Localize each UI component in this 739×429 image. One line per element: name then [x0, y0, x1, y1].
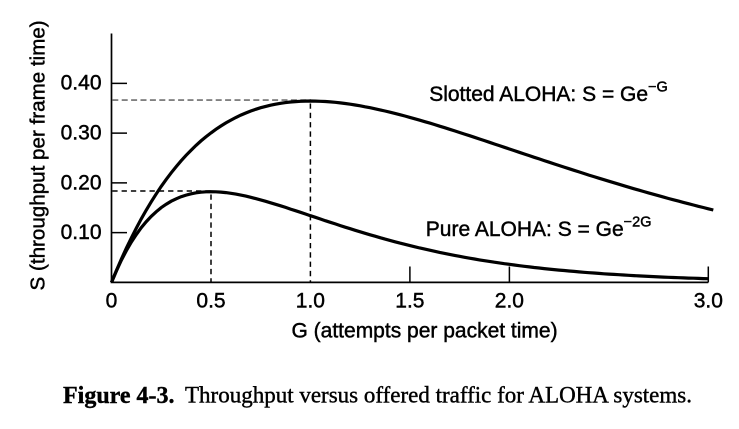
- svg-text:Throughput versus offered traf: Throughput versus offered traffic for AL…: [185, 383, 692, 408]
- svg-text:0.30: 0.30: [61, 122, 102, 145]
- svg-text:0: 0: [106, 289, 118, 312]
- svg-text:3.0: 3.0: [694, 289, 723, 312]
- svg-text:0.5: 0.5: [196, 289, 225, 312]
- svg-text:Pure ALOHA: S = Ge−2G: Pure ALOHA: S = Ge−2G: [426, 214, 652, 241]
- svg-text:0.20: 0.20: [61, 171, 102, 194]
- svg-text:0.10: 0.10: [61, 221, 102, 244]
- svg-text:0.40: 0.40: [61, 72, 102, 95]
- svg-text:G (attempts per packet time): G (attempts per packet time): [292, 319, 558, 342]
- svg-text:1.0: 1.0: [296, 289, 325, 312]
- svg-text:Slotted ALOHA: S = Ge−G: Slotted ALOHA: S = Ge−G: [429, 80, 668, 107]
- svg-text:S (throughput per frame time): S (throughput per frame time): [27, 20, 50, 290]
- svg-text:1.5: 1.5: [395, 289, 424, 312]
- svg-text:2.0: 2.0: [495, 289, 524, 312]
- svg-text:Figure 4-3.: Figure 4-3.: [63, 383, 175, 409]
